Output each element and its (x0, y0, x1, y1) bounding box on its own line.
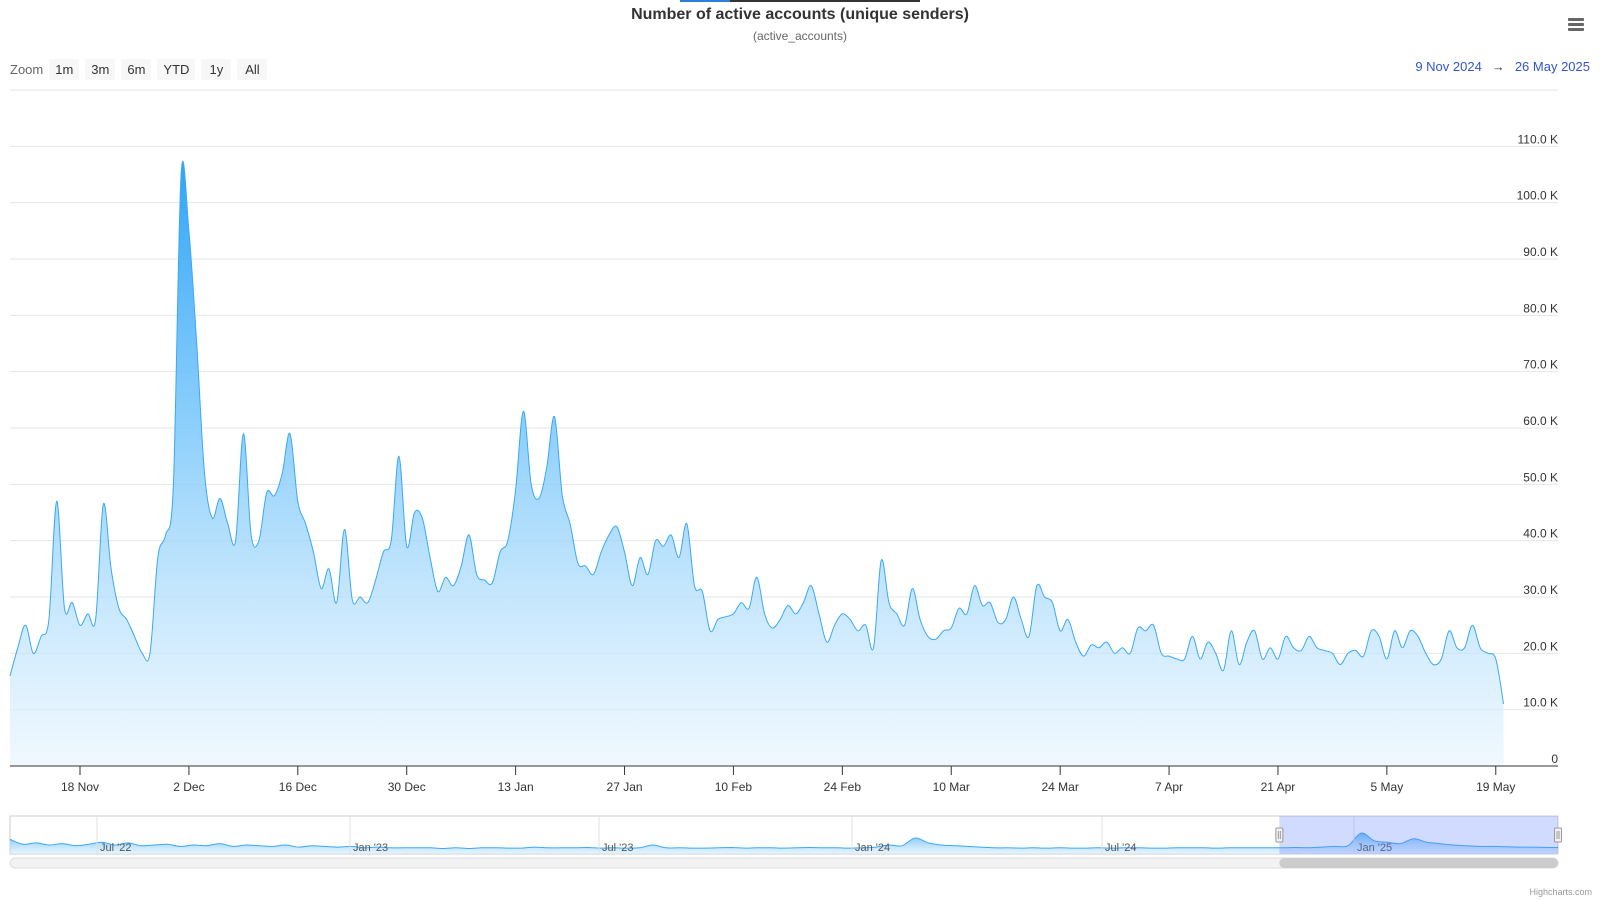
navigator-label: Jan '23 (353, 842, 388, 854)
x-tick-label: 10 Feb (715, 780, 753, 794)
navigator-area (10, 833, 1558, 854)
y-tick-label: 50.0 K (1523, 470, 1558, 484)
navigator-label: Jul '24 (1105, 842, 1136, 854)
x-tick-label: 24 Mar (1041, 780, 1078, 794)
series-line (9, 161, 1504, 705)
range-from-input[interactable]: 9 Nov 2024 (1415, 59, 1482, 74)
top-accent-bar (680, 0, 920, 2)
zoom-6m-button[interactable]: 6m (121, 58, 152, 80)
x-tick-label: 19 May (1476, 780, 1515, 794)
y-tick-label: 90.0 K (1523, 245, 1558, 259)
x-tick-label: 10 Mar (933, 780, 970, 794)
zoom-3m-button[interactable]: 3m (85, 58, 116, 80)
x-tick-label: 2 Dec (173, 780, 204, 794)
hamburger-menu-icon[interactable] (1565, 14, 1587, 36)
scrollbar-thumb[interactable] (1279, 858, 1558, 868)
navigator-selection (1279, 816, 1558, 854)
y-tick-label: 0 (1551, 752, 1558, 766)
x-tick-label: 21 Apr (1261, 780, 1296, 794)
chart-title: Number of active accounts (unique sender… (631, 6, 969, 23)
credit-text: Highcharts.com (1529, 887, 1592, 897)
x-tick-label: 7 Apr (1155, 780, 1183, 794)
navigator-right-handle[interactable] (1554, 827, 1562, 843)
y-tick-label: 80.0 K (1523, 301, 1558, 315)
x-tick-label: 13 Jan (498, 780, 534, 794)
zoom-1y-button[interactable]: 1y (201, 58, 232, 80)
y-tick-label: 20.0 K (1523, 639, 1558, 653)
x-tick-label: 30 Dec (388, 780, 426, 794)
x-tick-label: 24 Feb (824, 780, 862, 794)
x-axis: 18 Nov 2 Dec 16 Dec 30 Dec 13 Jan 27 Jan 10 Fe… (10, 765, 1558, 794)
range-arrow-icon: → (1491, 59, 1505, 74)
x-tick-label: 27 Jan (607, 780, 643, 794)
x-tick-label: 18 Nov (61, 780, 99, 794)
navigator-left-handle[interactable] (1275, 827, 1284, 843)
x-tick-label: 5 May (1371, 780, 1404, 794)
y-axis-labels: 0 10.0 K 20.0 K 30.0 K 40.0 K 50.0 K 60.0 K 70.… (1517, 132, 1559, 766)
navigator-label: Jul '22 (100, 842, 131, 854)
y-tick-label: 40.0 K (1523, 527, 1558, 541)
navigator: Jul '22 Jan '23 Jul '23 Jan '24 Jul '24 Jan '… (9, 815, 1562, 869)
y-tick-label: 70.0 K (1523, 358, 1558, 372)
y-tick-label: 100.0 K (1517, 189, 1558, 203)
series-area-fill (10, 161, 1504, 767)
y-tick-label: 60.0 K (1523, 414, 1558, 428)
zoom-ytd-button[interactable]: YTD (157, 58, 196, 80)
zoom-label: Zoom (10, 61, 44, 77)
navigator-line (9, 832, 1559, 850)
zoom-all-button[interactable]: All (237, 58, 268, 80)
navigator-label: Jan '25 (1357, 842, 1392, 854)
range-to-input[interactable]: 26 May 2025 (1514, 59, 1590, 74)
x-tick-label: 16 Dec (279, 780, 317, 794)
y-tick-label: 110.0 K (1518, 132, 1558, 146)
y-tick-label: 10.0 K (1523, 696, 1558, 710)
zoom-selector: Zoom 1m 3m 6m YTD 1y All (10, 58, 273, 80)
chart-subtitle: (active_accounts) (752, 29, 848, 43)
date-range: 9 Nov 2024 → 26 May 2025 (1415, 59, 1590, 74)
series-area (9, 161, 1504, 767)
navigator-label: Jan '24 (855, 842, 890, 854)
navigator-label: Jul '23 (602, 842, 633, 854)
zoom-1m-button[interactable]: 1m (49, 58, 80, 80)
y-tick-label: 30.0 K (1523, 583, 1558, 597)
